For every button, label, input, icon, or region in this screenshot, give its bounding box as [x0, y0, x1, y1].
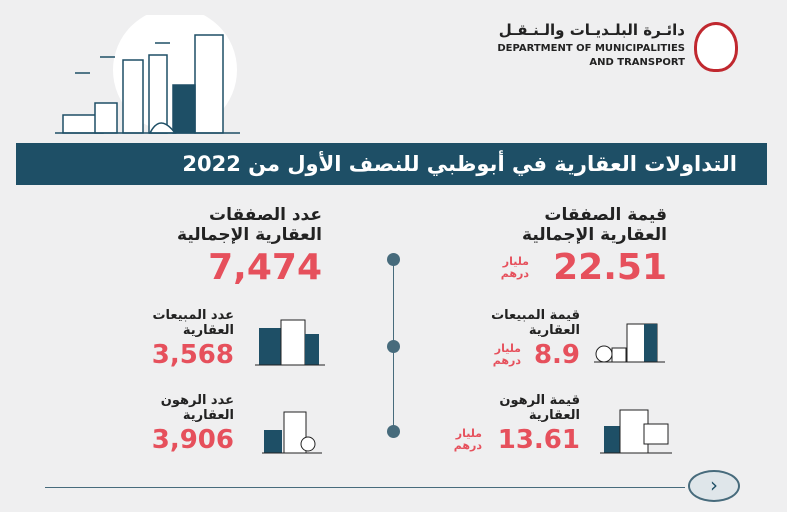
- sales-value: 8.9: [533, 340, 580, 370]
- building-coins-icon: [594, 323, 665, 363]
- timeline-dot: [387, 253, 400, 266]
- dept-name-en-1: DEPARTMENT OF MUNICIPALITIES: [497, 43, 685, 54]
- mortgage-count: 3,906: [151, 425, 234, 455]
- sales-value-unit: مليار درهم: [492, 342, 521, 367]
- mortgage-value-label: قيمة الرهون العقارية: [499, 393, 580, 423]
- footer-divider: [45, 487, 685, 488]
- skyline-illustration: [55, 15, 240, 134]
- total-value-unit: مليار درهم: [500, 255, 529, 280]
- page-title: التداولات العقارية في أبوظبي للنصف الأول…: [16, 143, 767, 185]
- sales-count-label: عدد المبيعات العقارية: [152, 308, 234, 338]
- sales-count: 3,568: [151, 340, 234, 370]
- total-count-label: عدد الصفقات العقارية الإجمالية: [177, 205, 322, 245]
- total-value: 22.51: [553, 247, 667, 288]
- dmt-logo: [694, 22, 738, 72]
- building-percent-icon: [262, 411, 322, 454]
- timeline-dot: [387, 425, 400, 438]
- total-count: 7,474: [208, 247, 322, 288]
- mortgage-value-unit: مليار درهم: [453, 427, 482, 452]
- chevron-right-icon: ›: [710, 473, 718, 497]
- sales-value-label: قيمة المبيعات العقارية: [491, 308, 580, 338]
- mortgage-count-label: عدد الرهون العقارية: [160, 393, 234, 423]
- dept-name-ar: دائـرة البلـديـات والـنـقـل: [498, 21, 685, 39]
- total-value-label: قيمة الصفقات العقارية الإجمالية: [522, 205, 667, 245]
- mortgage-value: 13.61: [497, 425, 580, 455]
- building-icon: [255, 319, 325, 366]
- building-calculator-icon: [600, 409, 672, 454]
- next-button[interactable]: ›: [688, 470, 740, 502]
- dept-name-en-2: AND TRANSPORT: [589, 57, 685, 68]
- timeline-dot: [387, 340, 400, 353]
